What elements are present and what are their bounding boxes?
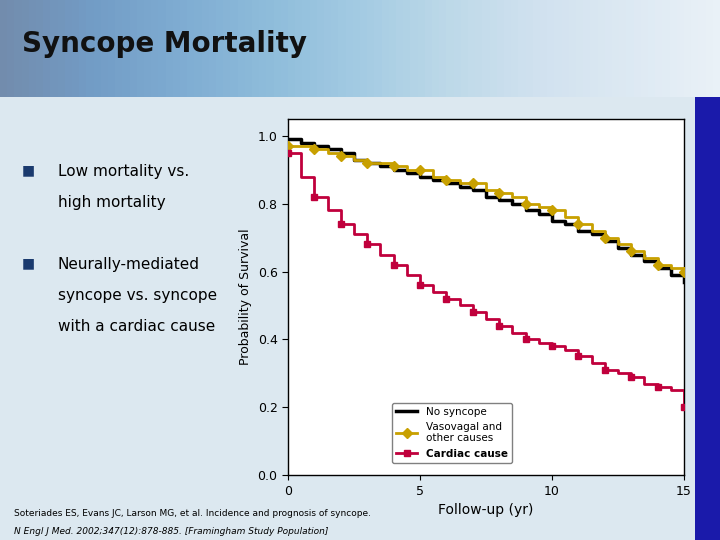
Text: ■: ■ (22, 256, 35, 271)
Text: high mortality: high mortality (58, 194, 165, 210)
Text: Neurally-mediated: Neurally-mediated (58, 256, 199, 272)
Text: N Engl J Med. 2002;347(12):878-885. [Framingham Study Population]: N Engl J Med. 2002;347(12):878-885. [Fra… (14, 526, 329, 536)
Text: with a cardiac cause: with a cardiac cause (58, 319, 215, 334)
Text: Syncope Mortality: Syncope Mortality (22, 30, 307, 58)
X-axis label: Follow-up (yr): Follow-up (yr) (438, 503, 534, 517)
Text: Low mortality vs.: Low mortality vs. (58, 164, 189, 179)
Text: Soteriades ES, Evans JC, Larson MG, et al. Incidence and prognosis of syncope.: Soteriades ES, Evans JC, Larson MG, et a… (14, 509, 372, 518)
Bar (695, 97, 720, 540)
Y-axis label: Probability of Survival: Probability of Survival (239, 228, 252, 366)
Text: ■: ■ (22, 164, 35, 178)
Text: syncope vs. syncope: syncope vs. syncope (58, 288, 217, 302)
Legend: No syncope, Vasovagal and
other causes, Cardiac cause: No syncope, Vasovagal and other causes, … (392, 402, 512, 463)
